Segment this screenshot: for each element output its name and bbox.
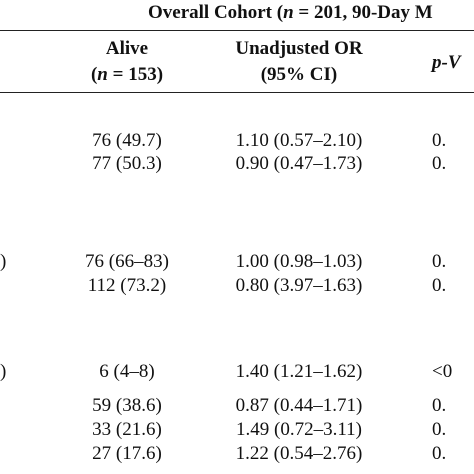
cell-p-7: 0. — [432, 419, 447, 440]
cell-alive-1: 76 (49.7) — [92, 130, 162, 151]
cell-p-5: <0 — [432, 361, 453, 382]
cell-alive-3: 76 (66–83) — [85, 251, 169, 272]
cell-alive-2: 77 (50.3) — [92, 153, 162, 174]
cell-p-3: 0. — [432, 251, 447, 272]
cell-p-8: 0. — [432, 443, 447, 464]
header-alive: Alive — [105, 38, 149, 59]
header-or-ci: (95% CI) — [260, 64, 338, 85]
header-alive-n: (n = 153) — [90, 64, 164, 85]
cell-alive-5: 6 (4–8) — [99, 361, 155, 382]
cell-alive-4: 112 (73.2) — [87, 275, 167, 296]
cell-or-6: 0.87 (0.44–1.71) — [235, 395, 363, 416]
cell-p-2: 0. — [432, 153, 447, 174]
header-p: p-V — [432, 52, 461, 73]
n-symbol: n — [283, 2, 294, 23]
rule-header — [0, 92, 474, 93]
cell-alive-8: 27 (17.6) — [92, 443, 162, 464]
cell-label-fragment-2: ) — [0, 361, 7, 382]
cell-p-1: 0. — [432, 130, 447, 151]
n-symbol: n — [97, 64, 108, 85]
cell-or-2: 0.90 (0.47–1.73) — [235, 153, 363, 174]
cell-or-5: 1.40 (1.21–1.62) — [235, 361, 363, 382]
cell-or-8: 1.22 (0.54–2.76) — [235, 443, 363, 464]
cell-or-3: 1.00 (0.98–1.03) — [235, 251, 363, 272]
cell-label-fragment-1: ) — [0, 251, 7, 272]
header-or: Unadjusted OR — [235, 38, 363, 59]
cell-alive-7: 33 (21.6) — [92, 419, 162, 440]
cell-or-4: 0.80 (3.97–1.63) — [235, 275, 363, 296]
rule-top — [0, 30, 474, 31]
cell-or-1: 1.10 (0.57–2.10) — [235, 130, 363, 151]
table-title: Overall Cohort (n = 201, 90-Day M — [148, 2, 433, 23]
cell-p-4: 0. — [432, 275, 447, 296]
cell-p-6: 0. — [432, 395, 447, 416]
cell-or-7: 1.49 (0.72–3.11) — [236, 419, 362, 440]
cell-alive-6: 59 (38.6) — [92, 395, 162, 416]
